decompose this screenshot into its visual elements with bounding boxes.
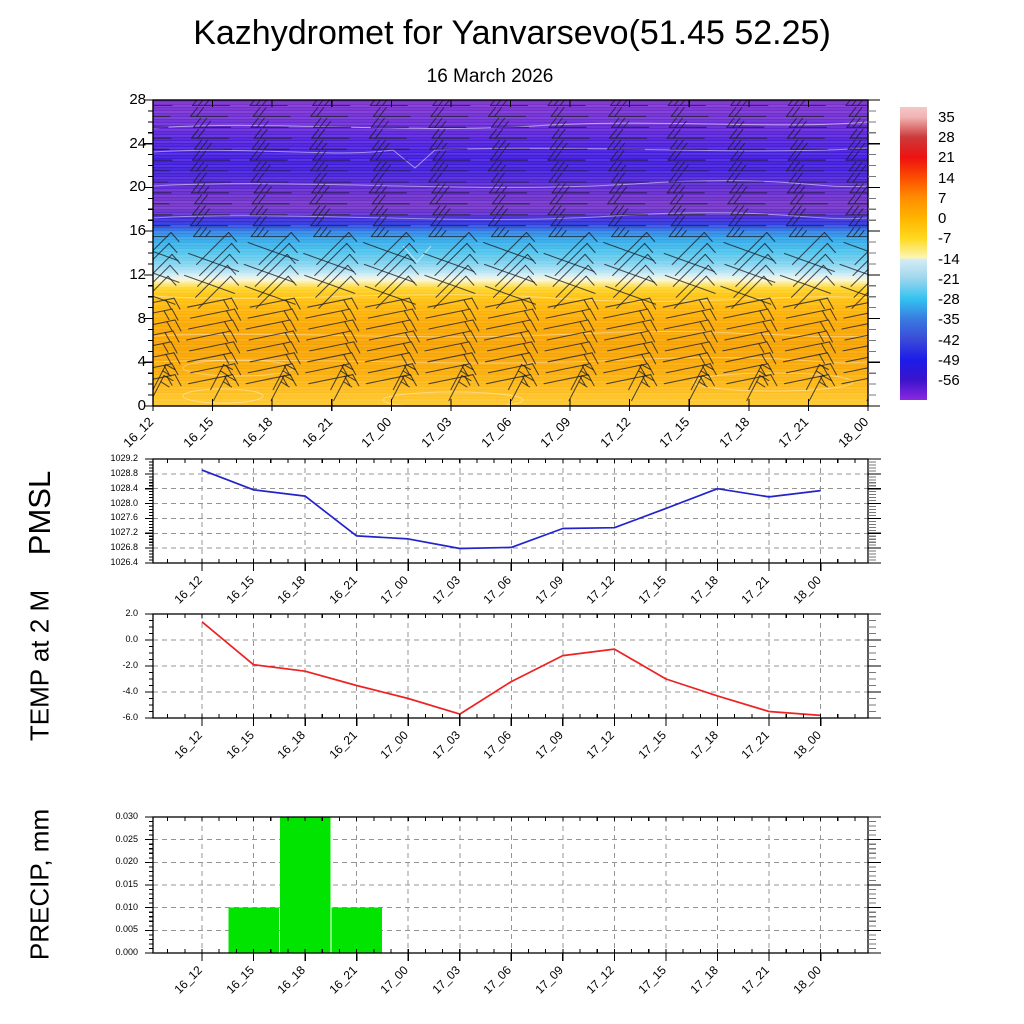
temperature-colorbar	[900, 107, 927, 400]
colorbar-label: -14	[938, 250, 960, 268]
axis-ticks	[145, 816, 881, 961]
x-tick-label: 17_00	[377, 963, 412, 997]
x-tick-label: 17_18	[686, 728, 721, 762]
x-tick-label: 16_12	[171, 963, 205, 997]
y-tick-label: 20	[129, 178, 146, 196]
colorbar-label: 35	[938, 109, 955, 126]
x-tick-label: 16_18	[274, 728, 309, 762]
precip-bar	[279, 817, 331, 953]
colorbar-label: -21	[938, 270, 960, 288]
axis-ticks	[145, 613, 881, 726]
y-tick-label: 0	[137, 397, 146, 414]
colorbar-label: 0	[938, 210, 947, 228]
colorbar-label: 28	[938, 129, 955, 147]
y-tick-label: 0.015	[115, 879, 138, 889]
colorbar-label: -49	[938, 351, 960, 369]
wind-barbs	[153, 100, 868, 402]
x-tick-label: 16_21	[326, 728, 360, 762]
precip-bar	[331, 907, 382, 953]
precip-bar	[228, 907, 279, 953]
contour-striations	[153, 102, 868, 406]
x-tick-label: 17_18	[686, 963, 721, 997]
colorbar-label: 7	[938, 189, 947, 207]
chart-title: Kazhydromet for Yanvarsevo(51.45 52.25)	[193, 14, 831, 52]
x-tick-label: 18_00	[790, 728, 824, 762]
x-tick-label: 16_18	[274, 963, 309, 997]
gridlines	[153, 614, 868, 718]
x-tick-label: 17_09	[532, 963, 566, 997]
axis-ticks	[145, 458, 881, 571]
y-tick-label: 2.0	[125, 608, 138, 618]
x-tick-label: 17_03	[429, 728, 463, 762]
chart-subtitle: 16 March 2026	[426, 66, 554, 87]
y-tick-label: 1026.4	[110, 557, 138, 567]
x-tick-label: 17_00	[377, 728, 412, 762]
y-tick-label: -6.0	[122, 712, 138, 722]
temp-axis-title: TEMP at 2 M	[24, 589, 55, 742]
gridlines	[153, 459, 868, 563]
x-tick-label: 16_15	[222, 728, 257, 762]
y-tick-label: 1028.8	[110, 467, 138, 478]
x-tick-label: 17_06	[480, 728, 515, 762]
x-tick-label: 18_00	[790, 963, 824, 997]
y-tick-label: 1028.4	[110, 482, 138, 493]
y-tick-label: 24	[129, 134, 146, 152]
precip-axis-title: PRECIP, mm	[24, 808, 55, 961]
colorbar-label: -28	[938, 291, 960, 309]
pmsl-plot	[145, 458, 881, 571]
x-tick-label: 17_06	[480, 963, 515, 997]
x-tick-label: 17_12	[583, 963, 618, 997]
x-tick-label: 16_12	[171, 728, 205, 762]
colorbar-label: 14	[938, 169, 955, 187]
x-tick-label: 17_12	[583, 728, 618, 762]
temp-plot-line	[201, 621, 821, 717]
colorbar-label: 21	[938, 149, 955, 167]
precip-plot	[145, 816, 881, 961]
axis-ticks	[144, 99, 880, 411]
y-tick-label: 12	[129, 265, 146, 283]
pmsl-plot-line	[201, 469, 821, 550]
temp-plot	[145, 613, 881, 726]
y-tick-label: -4.0	[122, 686, 138, 696]
y-tick-label: -2.0	[122, 660, 138, 670]
y-tick-label: 0.010	[115, 901, 138, 912]
x-tick-label: 17_09	[532, 728, 566, 762]
y-tick-label: 1027.6	[110, 512, 138, 523]
y-tick-label: 1029.2	[110, 453, 138, 463]
x-tick-label: 17_15	[635, 963, 669, 997]
colorbar-label: -7	[938, 230, 952, 248]
y-tick-label: 0.025	[115, 833, 138, 844]
y-tick-label: 16	[129, 222, 146, 240]
cross-section-plot	[144, 99, 880, 411]
x-tick-label: 17_21	[738, 728, 772, 762]
y-tick-label: 0.000	[115, 947, 138, 957]
y-tick-label: 1028.0	[110, 497, 138, 508]
y-tick-label: 0.005	[115, 924, 138, 935]
colorbar-label: -42	[938, 331, 960, 349]
colorbar-label: -56	[938, 371, 960, 389]
y-tick-label: 0.0	[125, 634, 138, 644]
x-tick-label: 17_03	[429, 963, 463, 997]
x-tick-label: 17_15	[635, 728, 669, 762]
y-tick-label: 1026.8	[110, 542, 138, 553]
x-tick-label: 16_21	[326, 963, 360, 997]
y-tick-label: 0.030	[115, 811, 138, 821]
y-tick-label: 0.020	[115, 856, 138, 867]
y-tick-label: 8	[137, 309, 146, 327]
x-tick-label: 17_21	[738, 963, 772, 997]
y-tick-label: 1027.2	[110, 527, 138, 538]
y-tick-label: 28	[129, 91, 146, 108]
x-tick-label: 16_15	[222, 963, 257, 997]
y-tick-label: 4	[137, 353, 146, 371]
colorbar-label: -35	[938, 311, 960, 329]
